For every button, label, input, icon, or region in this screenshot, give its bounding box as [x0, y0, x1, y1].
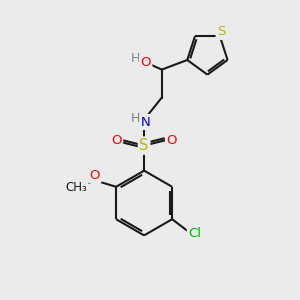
Text: S: S [217, 26, 226, 38]
Text: S: S [140, 138, 149, 153]
Text: O: O [111, 134, 122, 147]
Text: Cl: Cl [188, 226, 201, 239]
Text: CH₃: CH₃ [66, 181, 88, 194]
Text: O: O [90, 169, 100, 182]
Text: O: O [140, 56, 151, 69]
Text: N: N [141, 116, 151, 128]
Text: H: H [130, 52, 140, 65]
Text: H: H [130, 112, 140, 125]
Text: O: O [167, 134, 177, 147]
